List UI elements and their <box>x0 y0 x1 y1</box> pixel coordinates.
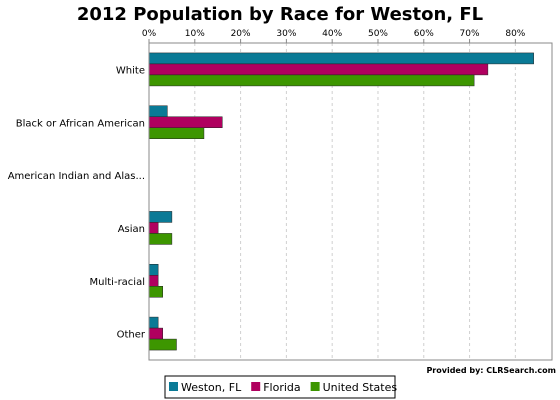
bar <box>148 74 475 87</box>
category-label: Asian <box>118 224 145 235</box>
bar <box>148 222 159 234</box>
bar <box>148 233 173 245</box>
tick-label: 80% <box>505 29 525 39</box>
bar <box>148 286 163 298</box>
legend-label: Weston, FL <box>181 381 242 394</box>
bar <box>148 275 159 287</box>
tick-label: 50% <box>368 29 388 39</box>
bar <box>148 264 159 276</box>
legend-swatch <box>310 382 320 391</box>
bar <box>148 316 159 329</box>
legend: Weston, FL Florida United States <box>164 375 398 399</box>
tick-label: 10% <box>185 29 205 39</box>
category-label: Multi-racial <box>90 277 145 288</box>
tick-label: 40% <box>322 29 342 39</box>
category-labels: White Black or African American American I… <box>8 65 146 340</box>
legend-swatch <box>251 382 261 391</box>
credit-text: Provided by: CLRSearch.com <box>426 366 556 375</box>
category-label: Other <box>117 330 146 341</box>
bar <box>148 52 534 65</box>
chart-title: 2012 Population by Race for Weston, FL <box>77 4 483 25</box>
tick-label: 0% <box>142 29 157 39</box>
legend-label: Florida <box>263 381 300 394</box>
category-label: American Indian and Alas... <box>8 171 145 182</box>
legend-swatch <box>169 382 178 391</box>
legend-label: United States <box>323 381 398 394</box>
category-label: Black or African American <box>16 118 145 129</box>
gridlines <box>194 43 516 360</box>
bar <box>148 127 205 139</box>
legend-box <box>164 375 396 399</box>
bar <box>148 338 177 351</box>
tick-label: 70% <box>460 29 480 39</box>
plot-area <box>148 42 553 361</box>
bar <box>148 327 163 340</box>
category-label: White <box>116 65 145 76</box>
x-axis-ticks: 0% 10% 20% 30% 40% 50% 60% 70% 80% <box>142 29 526 43</box>
tick-label: 30% <box>276 29 296 39</box>
bar <box>148 63 489 76</box>
bars <box>148 52 534 351</box>
bar <box>148 105 168 117</box>
tick-label: 60% <box>414 29 434 39</box>
bar <box>148 116 223 128</box>
tick-label: 20% <box>231 29 251 39</box>
bar <box>148 211 173 223</box>
